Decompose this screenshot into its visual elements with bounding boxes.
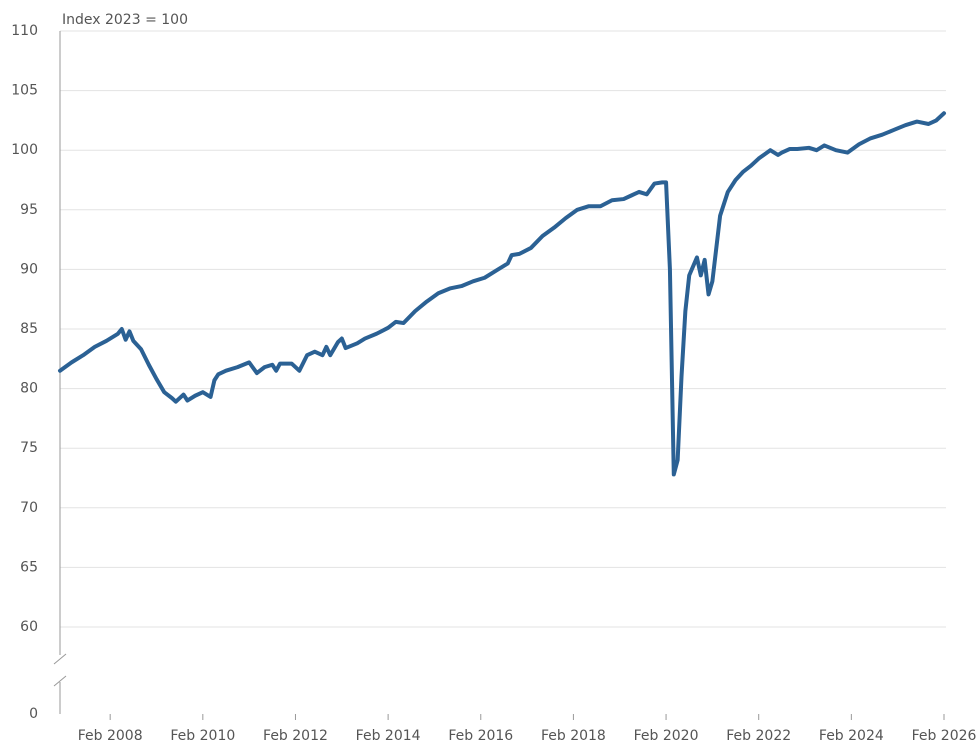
- x-tick-label: Feb 2024: [819, 728, 884, 744]
- series-line: [58, 111, 946, 477]
- y-tick-label: 80: [20, 381, 38, 397]
- x-tick-label: Feb 2020: [634, 728, 699, 744]
- x-tick-label: Feb 2026: [912, 728, 977, 744]
- x-tick-label: Feb 2008: [78, 728, 143, 744]
- y-tick-label: 90: [20, 261, 38, 277]
- y-tick-label: 0: [29, 706, 38, 722]
- x-tick-label: Feb 2022: [726, 728, 791, 744]
- y-tick-label: 60: [20, 619, 38, 635]
- y-tick-label: 65: [20, 559, 38, 575]
- y-tick-label: 95: [20, 202, 38, 218]
- y-tick-label: 70: [20, 500, 38, 516]
- x-tick-label: Feb 2014: [356, 728, 421, 744]
- y-tick-label: 100: [11, 142, 38, 158]
- chart-subtitle: Index 2023 = 100: [62, 12, 188, 28]
- x-tick-label: Feb 2016: [448, 728, 513, 744]
- y-tick-label: 75: [20, 440, 38, 456]
- x-tick-label: Feb 2010: [170, 728, 235, 744]
- axis-break: [53, 675, 67, 687]
- y-tick-label: 110: [11, 23, 38, 39]
- y-tick-label: 105: [11, 83, 38, 99]
- y-tick-label: 85: [20, 321, 38, 337]
- x-tick-label: Feb 2018: [541, 728, 606, 744]
- x-tick-label: Feb 2012: [263, 728, 328, 744]
- axis-break: [53, 653, 67, 665]
